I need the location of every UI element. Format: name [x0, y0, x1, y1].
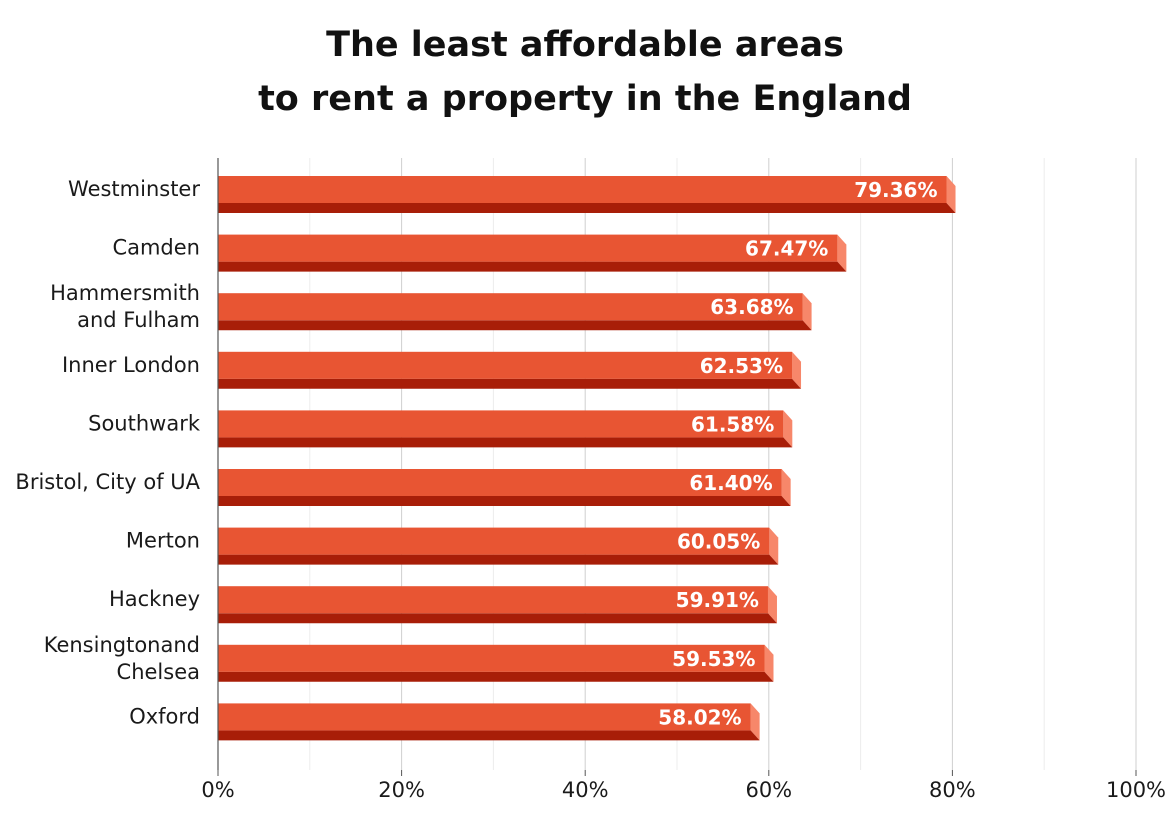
- category-label-line: Hammersmith: [50, 281, 200, 305]
- bar-bottom: [218, 496, 791, 506]
- category-label-line: Chelsea: [117, 660, 200, 684]
- category-label-line: and Fulham: [77, 308, 200, 332]
- data-label: 61.58%: [691, 412, 774, 436]
- bar-side: [767, 586, 777, 624]
- category-label: Hackney: [109, 587, 200, 611]
- bar-side: [783, 410, 793, 448]
- data-label: 67.47%: [745, 237, 828, 261]
- data-label: 59.91%: [676, 588, 759, 612]
- bar-face: [218, 234, 838, 262]
- chart-title-line-2: to rent a property in the England: [258, 79, 912, 119]
- bar-side: [764, 644, 774, 682]
- bar-face: [218, 644, 765, 672]
- bar-bottom: [218, 261, 847, 272]
- bar: [218, 703, 760, 741]
- category-label: Inner London: [62, 353, 200, 377]
- bar: [218, 176, 956, 213]
- bar-side: [946, 176, 956, 213]
- data-label: 60.05%: [677, 530, 760, 554]
- labels: 0% 20% 40% 60% 80% 100% 79.36% Westminster 67.47…: [15, 177, 1166, 802]
- bar-side: [750, 703, 760, 741]
- data-label: 58.02%: [658, 705, 741, 729]
- x-tick-label: 40%: [562, 778, 609, 802]
- category-label: Bristol, City of UA: [15, 470, 200, 494]
- bar-side: [769, 527, 779, 565]
- bar-face: [218, 703, 751, 731]
- bar-bottom: [218, 203, 956, 213]
- x-tick-label: 80%: [929, 778, 976, 802]
- data-label: 59.53%: [672, 647, 755, 671]
- bar-face: [218, 410, 784, 438]
- x-tick-label: 0%: [201, 778, 234, 802]
- category-label: Camden: [112, 236, 200, 260]
- bar-bottom: [218, 613, 777, 624]
- bar-face: [218, 176, 947, 203]
- data-label: 62.53%: [700, 354, 783, 378]
- bar-face: [218, 469, 782, 496]
- x-tick-label: 20%: [378, 778, 425, 802]
- bar: [218, 644, 774, 682]
- category-label: Southwark: [88, 411, 201, 435]
- bar: [218, 469, 791, 506]
- bar-side: [802, 293, 812, 331]
- x-tick-label: 60%: [745, 778, 792, 802]
- bar-side: [781, 469, 791, 506]
- category-label-line: Kensingtonand: [44, 633, 200, 657]
- x-tick-label: 100%: [1106, 778, 1166, 802]
- category-label: Hammersmith and Fulham: [50, 281, 200, 332]
- category-label: Oxford: [129, 704, 200, 728]
- category-label: Kensingtonand Chelsea: [44, 633, 200, 684]
- data-label: 63.68%: [710, 295, 793, 319]
- bar-face: [218, 527, 770, 555]
- bar: [218, 293, 812, 331]
- bar: [218, 351, 802, 389]
- bar-bottom: [218, 378, 802, 389]
- category-label: Merton: [126, 529, 200, 553]
- category-label: Westminster: [68, 177, 200, 201]
- bar-side: [837, 234, 847, 272]
- bar-bottom: [218, 730, 760, 741]
- data-label: 79.36%: [854, 178, 937, 202]
- bar-bottom: [218, 554, 779, 565]
- bar: [218, 527, 779, 565]
- data-label: 61.40%: [689, 471, 772, 495]
- bar-face: [218, 293, 803, 321]
- bar: [218, 234, 847, 272]
- bar-bottom: [218, 437, 793, 448]
- bar: [218, 586, 777, 624]
- bar-face: [218, 351, 793, 379]
- chart-title-line-1: The least affordable areas: [326, 25, 844, 65]
- bar-bottom: [218, 320, 812, 331]
- bar-face: [218, 586, 768, 614]
- bar-bottom: [218, 671, 774, 682]
- bars: [218, 176, 956, 741]
- bar: [218, 410, 793, 448]
- chart-title: The least affordable areas to rent a pro…: [0, 18, 1170, 126]
- axes: [217, 158, 1137, 776]
- bar-side: [792, 351, 802, 389]
